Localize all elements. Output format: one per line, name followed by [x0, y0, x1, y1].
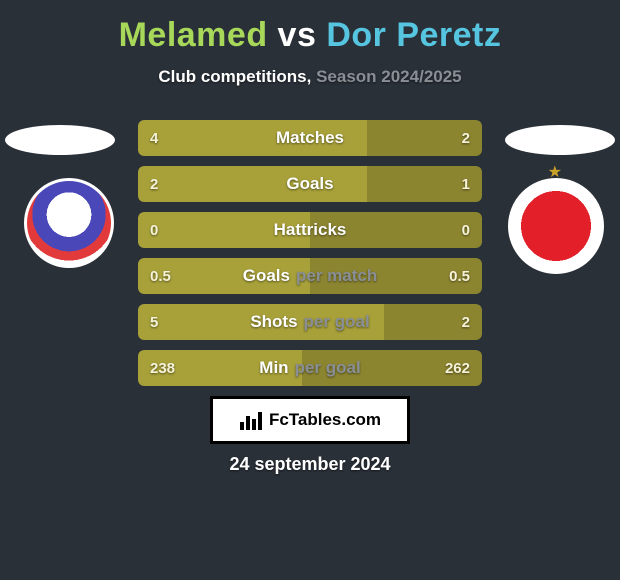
- stat-row: 00Hattricks: [138, 212, 482, 248]
- stat-value-left: 2: [138, 166, 170, 202]
- stat-value-left: 0.5: [138, 258, 183, 294]
- stat-value-right: 1: [450, 166, 482, 202]
- stat-value-left: 238: [138, 350, 187, 386]
- stat-row: 21Goals: [138, 166, 482, 202]
- date-text: 24 september 2024: [0, 454, 620, 475]
- stat-value-right: 0: [450, 212, 482, 248]
- subtitle: Club competitions, Season 2024/2025: [0, 67, 620, 87]
- chart-icon: [239, 410, 263, 430]
- stat-row: 0.50.5Goalsper match: [138, 258, 482, 294]
- comparison-infographic: Melamed vs Dor Peretz Club competitions,…: [0, 0, 620, 580]
- subtitle-part2: Season 2024/2025: [316, 67, 462, 86]
- player1-photo-placeholder: [5, 125, 115, 155]
- stat-row: 238262Minper goal: [138, 350, 482, 386]
- title: Melamed vs Dor Peretz: [0, 16, 620, 55]
- title-player2: Dor Peretz: [326, 16, 501, 54]
- player2-photo-placeholder: [505, 125, 615, 155]
- stat-value-right: 0.5: [437, 258, 482, 294]
- title-player1: Melamed: [119, 16, 268, 54]
- brand-text: FcTables.com: [269, 410, 381, 430]
- stat-fill-left: [138, 166, 367, 202]
- stat-value-left: 0: [138, 212, 170, 248]
- stat-row: 52Shotsper goal: [138, 304, 482, 340]
- stat-value-right: 2: [450, 120, 482, 156]
- stat-fill-left: [138, 120, 367, 156]
- stat-value-left: 5: [138, 304, 170, 340]
- stat-value-right: 262: [433, 350, 482, 386]
- title-vs: vs: [278, 16, 317, 54]
- stat-value-right: 2: [450, 304, 482, 340]
- stat-fill-left: [138, 304, 384, 340]
- stat-value-left: 4: [138, 120, 170, 156]
- brand-badge: FcTables.com: [210, 396, 410, 444]
- stat-row: 42Matches: [138, 120, 482, 156]
- player2-club-badge: [508, 178, 604, 274]
- subtitle-part1: Club competitions,: [158, 67, 311, 86]
- player1-club-badge: [24, 178, 114, 268]
- stats-bars: 42Matches21Goals00Hattricks0.50.5Goalspe…: [138, 120, 482, 396]
